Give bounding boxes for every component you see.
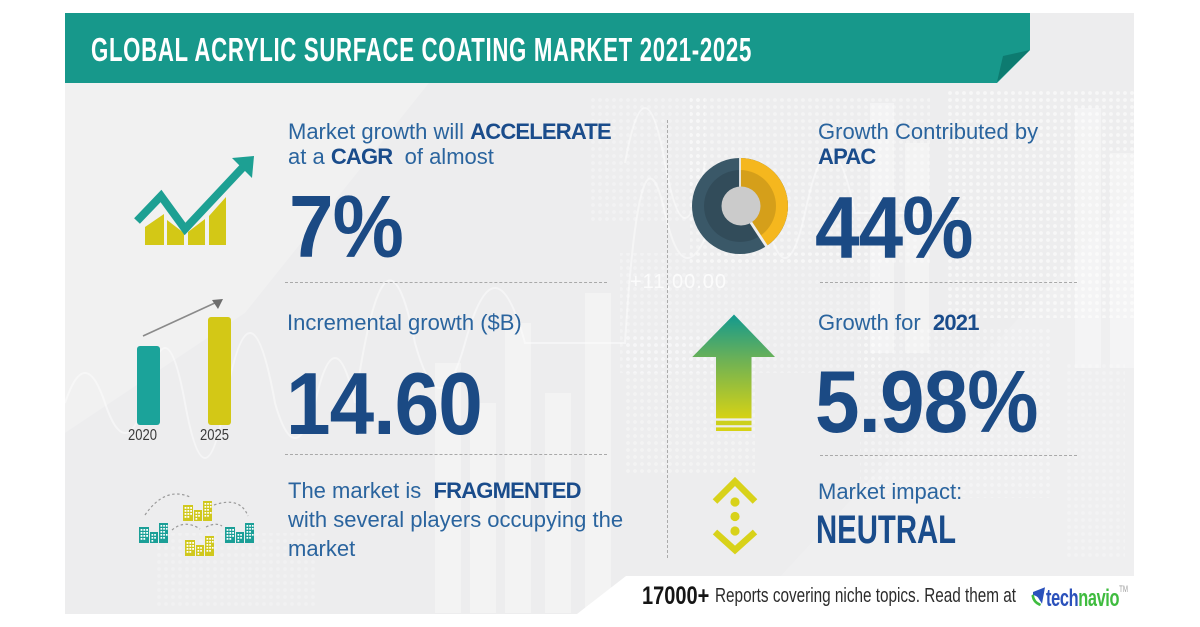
svg-text:+11,00.00: +11,00.00 bbox=[630, 271, 727, 293]
svg-text:2025: 2025 bbox=[200, 427, 229, 444]
svg-text:2020: 2020 bbox=[128, 427, 157, 444]
